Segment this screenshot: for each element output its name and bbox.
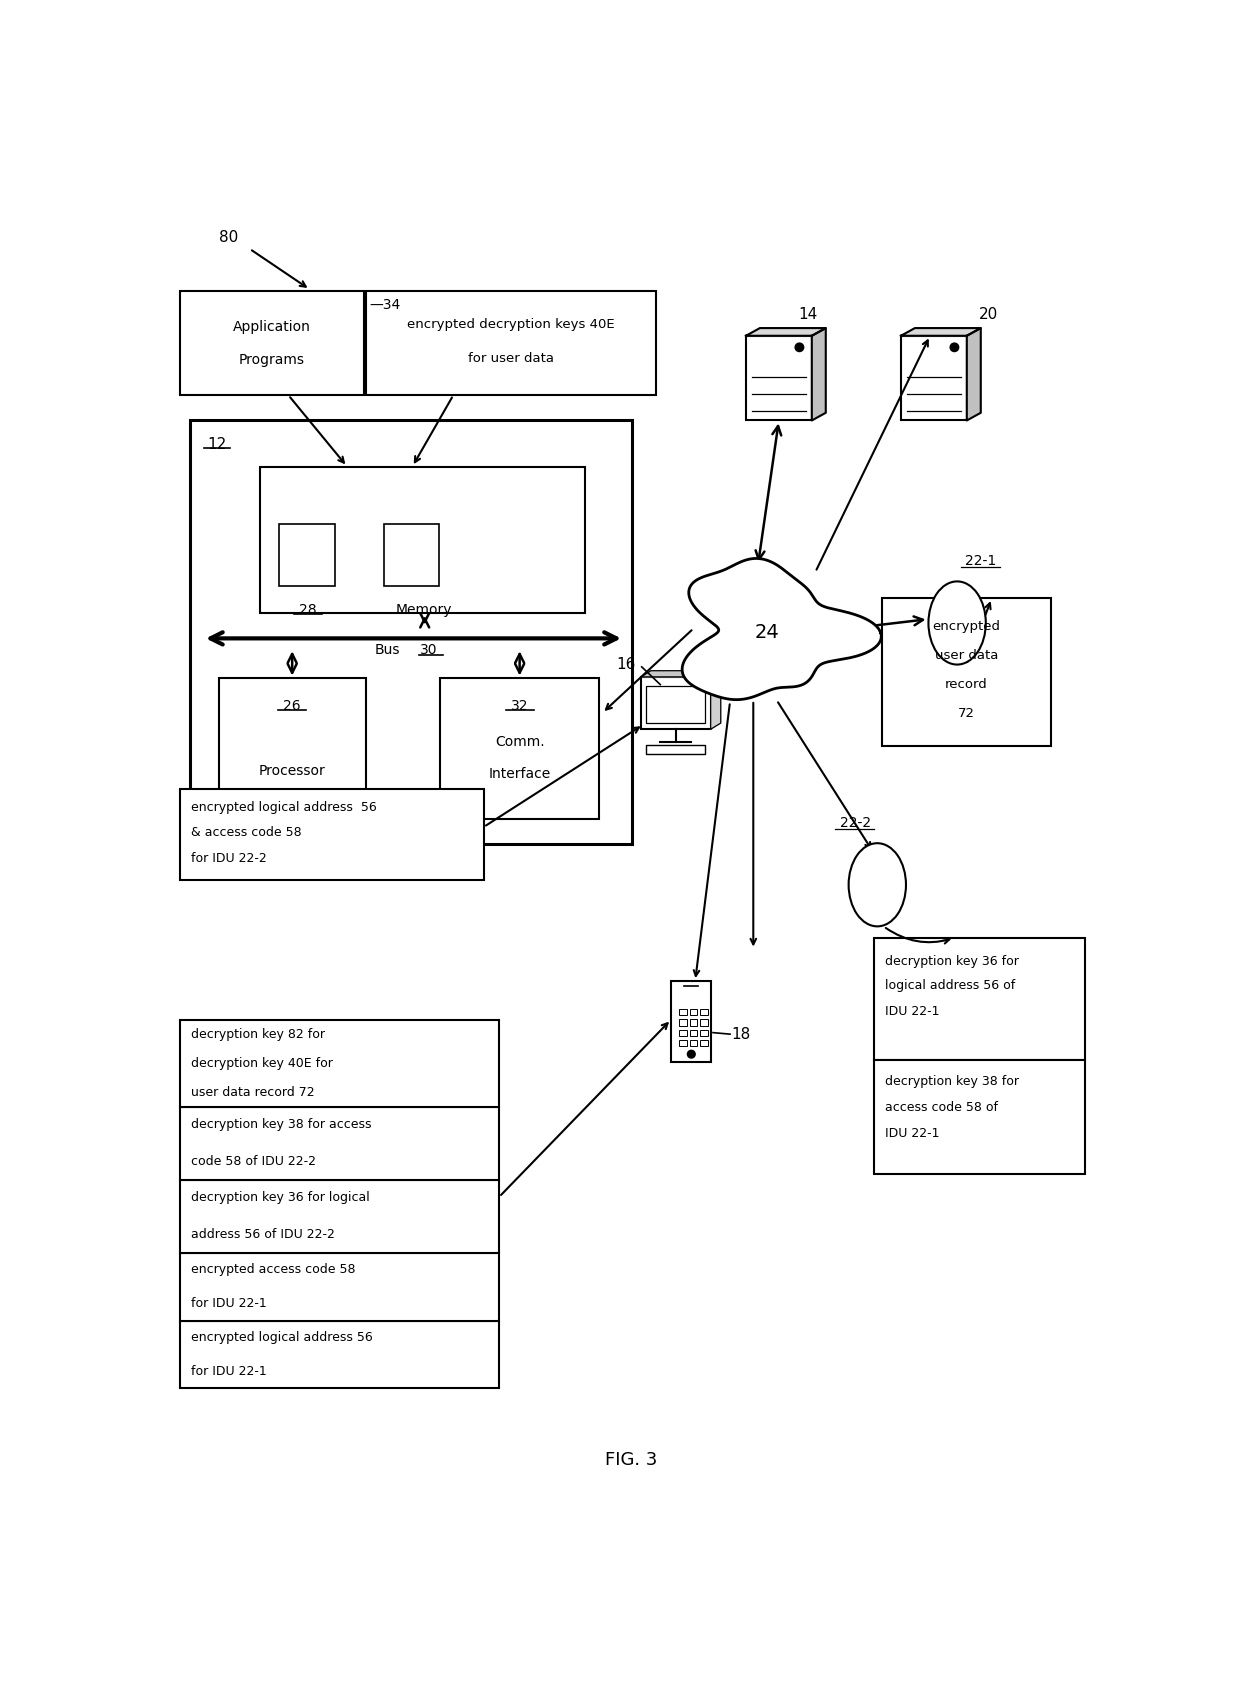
Text: for IDU 22-1: for IDU 22-1 xyxy=(191,1366,267,1377)
FancyBboxPatch shape xyxy=(701,1030,708,1036)
FancyBboxPatch shape xyxy=(680,1009,687,1014)
FancyBboxPatch shape xyxy=(180,1020,498,1107)
Text: user data: user data xyxy=(935,648,998,662)
Text: IDU 22-1: IDU 22-1 xyxy=(885,1128,940,1139)
FancyBboxPatch shape xyxy=(671,981,712,1062)
FancyBboxPatch shape xyxy=(701,1020,708,1026)
FancyBboxPatch shape xyxy=(680,1040,687,1047)
FancyBboxPatch shape xyxy=(874,1060,1085,1173)
FancyBboxPatch shape xyxy=(746,336,812,420)
Polygon shape xyxy=(901,327,981,336)
Text: encrypted decryption keys 40E: encrypted decryption keys 40E xyxy=(407,317,615,331)
FancyBboxPatch shape xyxy=(689,1040,697,1047)
Text: user data record 72: user data record 72 xyxy=(191,1085,314,1099)
Text: decryption key 40E for: decryption key 40E for xyxy=(191,1057,332,1070)
Text: 80: 80 xyxy=(218,231,238,245)
Text: 16: 16 xyxy=(616,657,635,672)
Text: IDU 22-1: IDU 22-1 xyxy=(885,1006,940,1018)
FancyBboxPatch shape xyxy=(218,679,366,819)
Text: 22-1: 22-1 xyxy=(965,554,996,569)
Text: Comm.: Comm. xyxy=(495,734,544,748)
FancyBboxPatch shape xyxy=(180,290,365,395)
Circle shape xyxy=(795,343,804,351)
FancyBboxPatch shape xyxy=(680,1030,687,1036)
Text: encrypted logical address  56: encrypted logical address 56 xyxy=(191,802,377,814)
FancyBboxPatch shape xyxy=(701,1009,708,1014)
FancyBboxPatch shape xyxy=(366,290,656,395)
FancyBboxPatch shape xyxy=(180,1320,498,1388)
Text: 32: 32 xyxy=(511,699,528,714)
Text: decryption key 36 for: decryption key 36 for xyxy=(885,954,1019,967)
Text: decryption key 38 for access: decryption key 38 for access xyxy=(191,1119,371,1131)
Text: 22-2: 22-2 xyxy=(839,817,870,830)
Text: & access code 58: & access code 58 xyxy=(191,825,301,839)
Text: 30: 30 xyxy=(420,643,438,657)
Text: FIG. 3: FIG. 3 xyxy=(605,1452,657,1469)
FancyBboxPatch shape xyxy=(874,939,1085,1060)
Text: Memory: Memory xyxy=(396,603,451,616)
FancyBboxPatch shape xyxy=(641,677,711,729)
Text: Processor: Processor xyxy=(259,763,326,778)
FancyBboxPatch shape xyxy=(646,685,706,722)
Polygon shape xyxy=(967,327,981,420)
Polygon shape xyxy=(746,327,826,336)
Circle shape xyxy=(687,1050,696,1058)
Text: —34: —34 xyxy=(370,299,401,312)
FancyBboxPatch shape xyxy=(180,1107,498,1180)
Text: 12: 12 xyxy=(207,437,226,452)
Text: decryption key 36 for logical: decryption key 36 for logical xyxy=(191,1192,370,1205)
Text: 20: 20 xyxy=(978,307,998,322)
FancyBboxPatch shape xyxy=(701,1040,708,1047)
Text: decryption key 38 for: decryption key 38 for xyxy=(885,1075,1019,1087)
Text: address 56 of IDU 22-2: address 56 of IDU 22-2 xyxy=(191,1229,335,1241)
Text: Application: Application xyxy=(233,321,311,334)
FancyBboxPatch shape xyxy=(259,466,585,613)
FancyBboxPatch shape xyxy=(440,679,599,819)
FancyBboxPatch shape xyxy=(689,1020,697,1026)
Text: access code 58 of: access code 58 of xyxy=(885,1101,998,1114)
Text: 18: 18 xyxy=(732,1026,751,1041)
FancyBboxPatch shape xyxy=(180,1180,498,1252)
Text: 28: 28 xyxy=(299,603,316,616)
Text: logical address 56 of: logical address 56 of xyxy=(885,979,1016,993)
Text: Bus: Bus xyxy=(374,643,401,657)
Text: for user data: for user data xyxy=(469,351,554,365)
Polygon shape xyxy=(682,559,882,699)
Text: 26: 26 xyxy=(284,699,301,714)
Text: 14: 14 xyxy=(799,307,818,322)
Text: for IDU 22-2: for IDU 22-2 xyxy=(191,852,267,866)
Text: record: record xyxy=(945,679,988,690)
Polygon shape xyxy=(812,327,826,420)
Text: Interface: Interface xyxy=(489,766,551,782)
Text: for IDU 22-1: for IDU 22-1 xyxy=(191,1296,267,1310)
FancyBboxPatch shape xyxy=(882,598,1052,746)
Text: encrypted logical address 56: encrypted logical address 56 xyxy=(191,1332,372,1344)
Text: decryption key 82 for: decryption key 82 for xyxy=(191,1028,325,1041)
Text: 24: 24 xyxy=(755,623,780,641)
Text: code 58 of IDU 22-2: code 58 of IDU 22-2 xyxy=(191,1155,316,1168)
FancyBboxPatch shape xyxy=(689,1030,697,1036)
FancyBboxPatch shape xyxy=(190,420,631,844)
FancyBboxPatch shape xyxy=(646,744,706,755)
FancyBboxPatch shape xyxy=(279,525,335,586)
FancyBboxPatch shape xyxy=(180,790,484,879)
Text: Programs: Programs xyxy=(239,353,305,368)
Ellipse shape xyxy=(929,581,986,665)
FancyBboxPatch shape xyxy=(680,1020,687,1026)
Text: encrypted: encrypted xyxy=(932,619,1001,633)
Ellipse shape xyxy=(848,844,906,927)
FancyBboxPatch shape xyxy=(689,1009,697,1014)
FancyBboxPatch shape xyxy=(180,1252,498,1320)
Polygon shape xyxy=(711,670,720,729)
FancyBboxPatch shape xyxy=(901,336,967,420)
Text: encrypted access code 58: encrypted access code 58 xyxy=(191,1263,355,1276)
Text: 72: 72 xyxy=(959,707,975,721)
Polygon shape xyxy=(641,670,720,677)
Circle shape xyxy=(950,343,959,351)
FancyBboxPatch shape xyxy=(383,525,439,586)
